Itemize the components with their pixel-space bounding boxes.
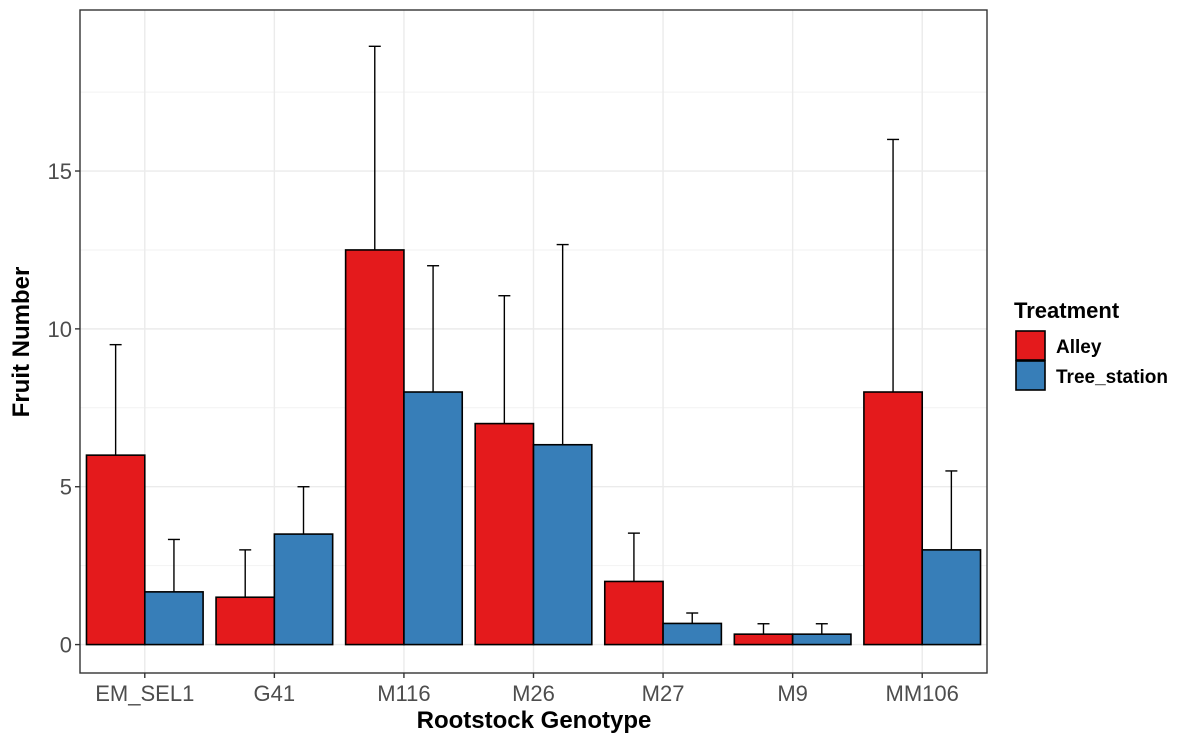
y-tick-label: 10 [48, 317, 72, 342]
error-bar [887, 138, 900, 393]
y-axis: 0 5 10 15 [48, 159, 80, 658]
error-bar [556, 243, 569, 445]
error-bar [167, 538, 180, 592]
x-tick-label: M26 [512, 681, 555, 706]
y-tick-label: 0 [60, 633, 72, 658]
x-tick-label: M116 [377, 681, 430, 706]
x-axis: EM_SEL1 G41 M116 M26 M27 M9 MM106 [95, 673, 959, 706]
bar-alley-m27 [603, 580, 664, 646]
bar-tree-station-m116 [403, 391, 464, 646]
legend-label: Tree_station [1056, 367, 1168, 388]
legend-key-tree-station [1015, 360, 1046, 391]
error-bar [686, 612, 699, 624]
bar-tree-station-mm106 [921, 549, 982, 646]
y-tick-label: 15 [48, 159, 72, 184]
x-axis-title: Rootstock Genotype [417, 707, 652, 734]
error-bar [297, 486, 310, 535]
bar-alley-mm106 [863, 391, 924, 646]
x-tick-label: MM106 [886, 681, 959, 706]
bar-tree-station-m26 [532, 443, 593, 646]
error-bar [498, 295, 511, 424]
legend-key-alley [1015, 330, 1046, 361]
bars [85, 249, 982, 646]
legend-title: Treatment [1014, 298, 1120, 323]
bar-tree-station-m27 [662, 622, 723, 646]
y-axis-title: Fruit Number [8, 267, 35, 418]
error-bar [239, 549, 252, 598]
x-tick-label: EM_SEL1 [95, 681, 194, 706]
y-tick-label: 5 [60, 475, 72, 500]
error-bar [427, 265, 440, 393]
bar-alley-g41 [215, 596, 276, 646]
error-bars [109, 45, 958, 635]
bar-alley-m9 [733, 633, 794, 646]
error-bar [757, 623, 770, 635]
error-bar [815, 623, 828, 635]
bar-tree-station-em-sel1 [143, 591, 204, 646]
legend: Treatment Alley Tree_station [1014, 298, 1168, 391]
error-bar [109, 343, 122, 456]
legend-label: Alley [1056, 337, 1102, 358]
error-bar [945, 470, 958, 550]
x-tick-label: M9 [777, 681, 808, 706]
bar-alley-m116 [344, 249, 405, 646]
bar-alley-m26 [474, 422, 535, 646]
x-tick-label: G41 [254, 681, 296, 706]
bar-alley-em-sel1 [85, 454, 146, 646]
x-tick-label: M27 [642, 681, 685, 706]
error-bar [627, 532, 640, 582]
bar-tree-station-g41 [273, 533, 334, 646]
bar-tree-station-m9 [791, 633, 852, 646]
error-bar [368, 45, 381, 250]
